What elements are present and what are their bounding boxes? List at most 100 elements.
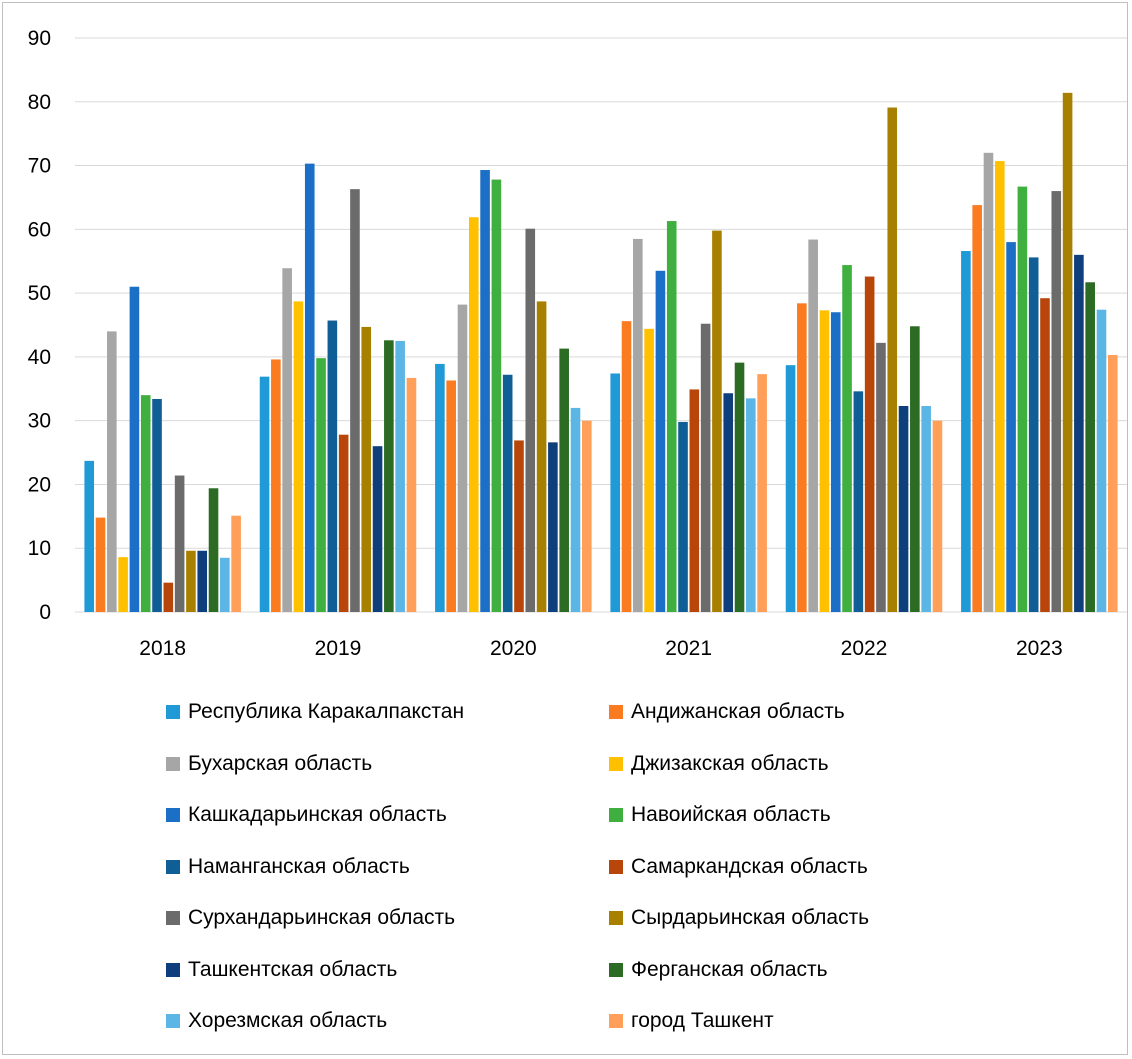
legend-swatch [166,962,180,977]
legend-item: Наманганская область [166,852,410,882]
bar [514,440,524,612]
legend-label: Наманганская область [188,854,410,878]
legend-swatch [166,756,180,771]
y-tick-label: 40 [28,346,51,369]
legend-label: Самаркандская область [631,854,868,878]
y-tick-label: 60 [28,218,51,241]
bar [316,358,326,612]
legend-item: Республика Каракалпакстан [166,697,464,727]
legend-item: Хорезмская область [166,1006,387,1036]
bar [689,389,700,612]
grid-lines [75,37,1127,613]
bar [446,380,456,612]
bar [293,301,304,612]
legend-label: Сурхандарьинская область [188,906,456,929]
legend-label: Андижанская область [631,700,845,723]
bar [231,515,241,612]
bar [220,557,230,612]
legend-item: Бухарская область [166,749,372,779]
bar [491,179,502,612]
bar [876,342,886,612]
bar [118,557,128,612]
legend-label: Сырдарьинская область [631,906,870,929]
bar [797,303,807,612]
bar [1085,282,1095,612]
bars [84,92,1118,613]
bar [304,163,315,612]
legend-swatch [609,859,623,874]
legend-label: Навоийская область [631,803,831,826]
legend-swatch [609,808,623,822]
legend-label: Бухарская область [188,751,373,775]
y-tick-label: 30 [28,410,51,433]
bar [559,348,569,612]
bar [480,170,490,612]
bar [633,238,643,612]
bar [468,217,479,612]
bar [350,189,360,612]
bar [186,550,196,612]
bar [1051,191,1062,612]
legend-item: Самаркандская область [609,852,868,882]
bar [271,359,281,612]
legend-swatch [609,1014,623,1028]
bar [327,320,338,612]
legend-item: Навоийская область [609,800,831,830]
bar [1096,309,1107,612]
bar [898,406,909,612]
bar [757,374,767,612]
bar [644,328,654,612]
y-tick-label: 70 [28,155,51,178]
bar [197,550,208,612]
bar [384,340,394,612]
bar [972,205,982,612]
bar [129,286,140,612]
y-tick-label: 80 [28,91,51,114]
y-tick-label: 50 [28,282,51,305]
bar [525,228,536,612]
legend-item: Кашкадарьинская область [166,800,447,830]
bar [842,265,852,612]
bar [864,276,875,612]
legend-item: Ташкентская область [166,955,397,985]
bar [887,107,898,613]
bar [723,393,734,612]
bar [406,377,417,612]
bar [536,301,547,612]
bar [140,395,151,612]
x-tick-label: 2019 [315,637,362,660]
bar [1074,254,1084,612]
x-tick-label: 2018 [139,637,186,660]
bar [259,376,270,612]
bar [808,239,818,613]
bar [853,391,864,612]
legend-swatch [609,911,623,925]
bar [994,161,1005,612]
bar [921,406,931,612]
bar [1006,242,1016,612]
y-tick-label: 90 [28,27,51,50]
bar [655,270,666,612]
bar [1028,257,1039,612]
legend-swatch [166,808,180,822]
bar [678,421,688,612]
x-axis-tick-labels: 2018 2019 2020 2021 2022 2023 [139,637,1062,660]
legend-swatch [166,705,180,719]
legend-swatch [609,705,623,719]
bar [712,230,722,613]
legend-item: Сырдарьинская область [609,903,869,933]
bar [819,310,830,612]
bar [570,407,581,612]
legend-label: Хорезмская область [188,1009,388,1032]
bar [581,420,592,612]
bar [163,582,174,612]
legend-swatch [609,756,623,771]
legend-label: Ферганская область [631,957,828,981]
bar [961,251,971,612]
bar [1107,354,1118,612]
x-tick-label: 2023 [1016,637,1063,660]
bar [910,326,920,612]
legend-item: Андижанская область [609,697,845,727]
bar [282,268,292,612]
bar [457,304,468,612]
